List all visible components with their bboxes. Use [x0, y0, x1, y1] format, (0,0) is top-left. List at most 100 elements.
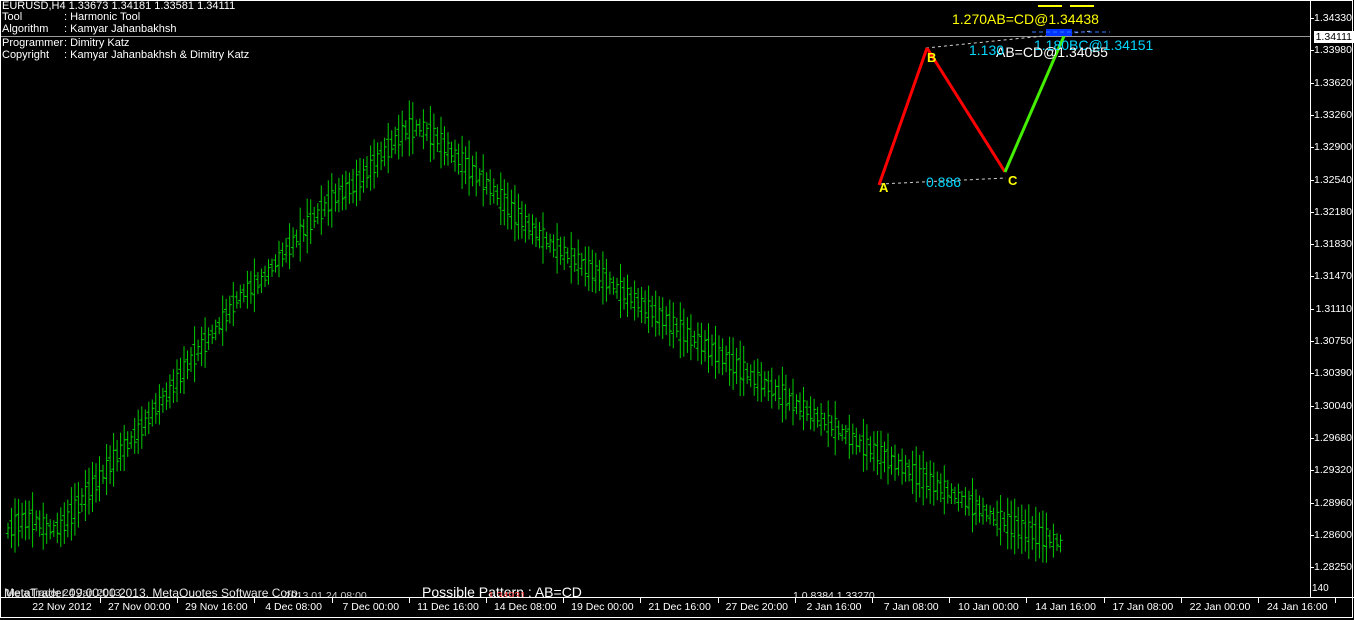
time-tick-mark: [408, 598, 410, 603]
price-tick-label: 1.33620: [1314, 76, 1352, 89]
time-tick-label: 7 Dec 00:00: [342, 601, 400, 613]
info-row-label: Algorithm: [2, 22, 49, 35]
price-tick-label: 1.34330: [1314, 12, 1352, 24]
price-tick-label: 1.33260: [1314, 108, 1352, 121]
time-tick-mark: [1180, 598, 1182, 603]
info-row-label: Copyright: [2, 48, 50, 61]
time-tick-mark: [254, 598, 256, 603]
time-tick-mark: [486, 598, 487, 603]
annotation-target-3: AB=CD@1.34055: [996, 44, 1108, 60]
annotation-target-1: 1.270AB=CD@1.34438: [952, 11, 1099, 27]
leg-ab: [877, 47, 929, 186]
time-tick-label: 14 Dec 08:00: [493, 601, 557, 613]
time-tick-label: 22 Nov 2012: [32, 601, 92, 613]
price-tick-label: 1.30040: [1314, 399, 1352, 412]
time-tick-label: 10 Jan 00:00: [958, 601, 1019, 613]
price-tick-mark: [1310, 405, 1314, 407]
price-tick-label: 1.32540: [1314, 173, 1352, 186]
price-tick-label: 1.31830: [1314, 238, 1352, 251]
time-tick-mark: [563, 598, 565, 603]
price-tick-mark: [1310, 82, 1314, 84]
harmonic-pattern-overlay: [877, 5, 1110, 186]
time-tick-label: 19 Dec 00:00: [571, 601, 634, 613]
price-tick-label: 1.28250: [1314, 561, 1352, 574]
price-tick-mark: [1310, 179, 1314, 181]
status-datetime-overlay: MetaTrader 24 Jan 2013: [6, 587, 121, 597]
time-tick-label: 17 Jan 08:00: [1112, 601, 1174, 613]
info-row-programmer: Programmer: Dimitry Katz: [2, 37, 260, 50]
time-tick-label: 29 Nov 16:00: [185, 601, 248, 613]
time-tick-mark: [717, 598, 719, 603]
time-tick-label: 11 Dec 16:00: [417, 601, 479, 613]
price-tick-mark: [1310, 18, 1314, 19]
price-tick-mark: [1310, 308, 1314, 310]
price-tick-mark: [1310, 470, 1314, 472]
price-tick-label: 1.32900: [1314, 141, 1352, 154]
info-row-label: Tool: [2, 11, 23, 24]
leg-bc: [925, 47, 1007, 173]
price-tick-mark: [1310, 341, 1314, 342]
status-copyright: MetaTrader 09:00:00 2013, MetaQuotes Sof…: [4, 586, 302, 597]
pattern-point-c: C: [1008, 173, 1018, 188]
current-price-line: [0, 36, 1310, 37]
price-tick-label: 1.33980: [1314, 44, 1352, 57]
time-tick-mark: [794, 598, 796, 603]
time-tick-mark: [1335, 598, 1337, 603]
status-price-overlay: 1.34931: [488, 590, 526, 597]
price-tick-label: 1.28600: [1314, 528, 1352, 541]
time-tick-label: 24 Jan 16:00: [1266, 601, 1328, 613]
info-row-value: : Dimitry Katz: [64, 37, 130, 50]
symbol-ohlc-line: EURUSD,H4 1.33673 1.34181 1.33581 1.3411…: [2, 0, 236, 12]
price-tick-label: 1.32180: [1314, 205, 1352, 218]
price-tick-mark: [1310, 50, 1314, 52]
time-axis[interactable]: 22 Nov 2012 27 Nov 00:00 29 Nov 16:00 4 Dec…: [0, 597, 1354, 620]
price-tick-mark: [1310, 211, 1314, 213]
price-tick-label: 1.29680: [1314, 431, 1352, 444]
info-panel-divider: [2, 36, 260, 38]
status-extra-overlay: 2013.01.24 08:00: [285, 590, 367, 597]
price-tick-mark: [1310, 114, 1314, 116]
time-tick-label: 21 Dec 16:00: [648, 601, 711, 613]
info-row-tool: Tool: Harmonic Tool: [2, 11, 260, 24]
time-tick-label: 27 Dec 20:00: [725, 601, 789, 613]
price-tick-mark: [1310, 373, 1314, 375]
annotation-ratio-ac: 0.886: [926, 174, 962, 190]
price-tick-label: 1.29320: [1314, 464, 1352, 477]
time-tick-mark: [1258, 598, 1259, 603]
time-tick-label: 14 Jan 16:00: [1035, 601, 1096, 613]
price-scale-footer: 140: [1312, 583, 1329, 594]
indicator-info-panel: EURUSD,H4 1.33673 1.34181 1.33581 1.3411…: [2, 0, 260, 61]
info-row-value: : Kamyar Jahanbakhsh: [64, 22, 177, 35]
info-row-value: : Kamyar Jahanbakhsh & Dimitry Katz: [64, 48, 250, 61]
time-tick-label: 22 Jan 00:00: [1189, 601, 1251, 613]
time-tick-mark: [872, 598, 873, 603]
pattern-point-b: B: [927, 50, 937, 65]
info-row-algorithm: Algorithm : Kamyar Jahanbakhsh: [2, 22, 260, 35]
time-tick-mark: [1103, 598, 1105, 603]
leg-cd: [1003, 35, 1066, 173]
time-tick-label: 2 Jan 16:00: [806, 601, 862, 613]
price-bars-canvas: [5, 100, 1063, 563]
ohlc-bar-group: [5, 100, 1063, 563]
pattern-point-a: A: [879, 180, 889, 195]
price-tick-label: 1.28960: [1314, 496, 1352, 509]
time-tick-label: 4 Dec 08:00: [265, 601, 322, 613]
price-tick-label: 1.30750: [1314, 335, 1352, 347]
annotation-target-2: 1.180BC@1.34151: [1034, 37, 1154, 53]
price-axis[interactable]: 1.34330 1.33980 1.33620 1.33260 1.32900 1.325…: [1310, 0, 1354, 597]
price-tick-mark: [1310, 534, 1314, 536]
status-pattern: Possible Pattern : AB=CD: [422, 584, 582, 597]
price-tick-label: 1.30390: [1314, 367, 1352, 380]
current-price-tag: 1.34111: [1313, 31, 1354, 43]
price-tick-mark: [1310, 502, 1314, 504]
time-tick-mark: [949, 598, 951, 603]
price-tick-mark: [1310, 276, 1314, 278]
time-tick-mark: [1026, 598, 1028, 603]
annotation-ratio-bc: 1.130: [969, 42, 1005, 58]
price-tick-mark: [1310, 147, 1314, 149]
time-tick-mark: [100, 598, 101, 603]
time-tick-mark: [640, 598, 642, 603]
chart-plot-area[interactable]: 1.270AB=CD@1.34438 1.180BC@1.34151 AB=CD…: [0, 0, 1311, 597]
price-tick-label: 1.31470: [1314, 270, 1352, 283]
